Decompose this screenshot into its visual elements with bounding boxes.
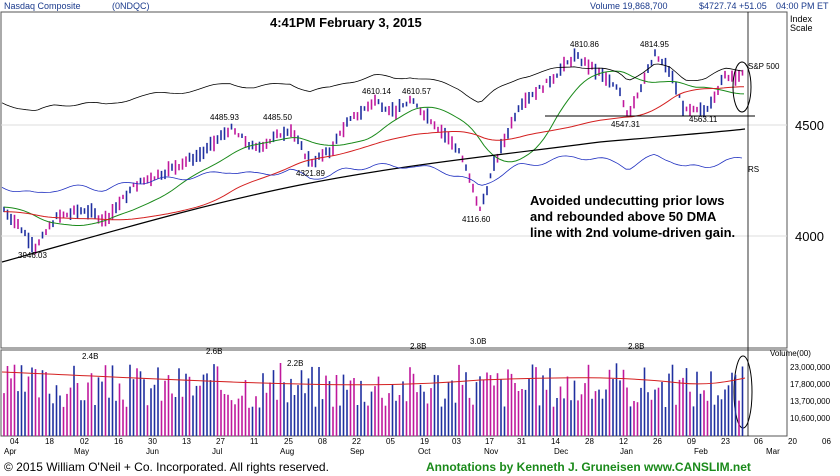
long-ma-line [1, 128, 746, 263]
price-panel [0, 11, 788, 349]
x-tick-label: 08 [318, 437, 327, 446]
volume-annotation: 2.4B [82, 352, 98, 361]
rs-line [1, 153, 743, 193]
timestamp: 4:41PM February 3, 2015 [270, 15, 422, 30]
y-tick-4500: 4500 [795, 118, 824, 133]
x-tick-label: 28 [585, 437, 594, 446]
x-tick-label: 19 [420, 437, 429, 446]
highlight-ellipse-price [732, 61, 752, 113]
annotation-line-3: line with 2nd volume-driven gain. [530, 225, 735, 240]
x-tick-label: 02 [80, 437, 89, 446]
ticker: (0NDQC) [112, 1, 150, 11]
price-annotation: 4485.93 [210, 113, 239, 122]
copyright: © 2015 William O'Neil + Co. Incorporated… [4, 460, 329, 474]
x-tick-label: 13 [182, 437, 191, 446]
price-annotation: 4321.89 [296, 169, 325, 178]
month-label: May [74, 447, 89, 456]
price-annotation: 4485.50 [263, 113, 292, 122]
volume-average-line [1, 371, 746, 386]
month-label: Jul [212, 447, 222, 456]
price-annotation: 4547.31 [611, 120, 640, 129]
volume-annotation: 2.6B [206, 347, 222, 356]
month-label: Oct [418, 447, 431, 456]
month-label: Feb [694, 447, 708, 456]
x-tick-label: 23 [721, 437, 730, 446]
annotator-credit: Annotations by Kenneth J. Gruneisen www.… [426, 460, 751, 474]
header-volume: Volume 19,868,700 [590, 1, 668, 11]
x-tick-label: 14 [551, 437, 560, 446]
volume-tick-1: 23,000,000 [790, 363, 831, 372]
sp500-label: S&P 500 [748, 62, 780, 71]
x-tick-label: 20 [788, 437, 797, 446]
x-tick-label: 12 [619, 437, 628, 446]
price-annotation: 4810.86 [570, 40, 599, 49]
x-tick-label: 17 [485, 437, 494, 446]
volume-axis-label: Volume(00) [770, 349, 811, 358]
x-tick-label: 30 [148, 437, 157, 446]
x-tick-label: 04 [10, 437, 19, 446]
month-label: Mar [766, 447, 780, 456]
annotation-line-2: and rebounded above 50 DMA [530, 209, 717, 224]
month-label: Jun [146, 447, 159, 456]
header-time: 04:00 PM ET [776, 1, 829, 11]
x-tick-label: 09 [687, 437, 696, 446]
volume-annotation: 3.0B [470, 337, 486, 346]
x-tick-label: 22 [352, 437, 361, 446]
volume-annotation: 2.2B [287, 359, 303, 368]
ma50-line [3, 70, 745, 226]
volume-tick-4: 10,600,000 [790, 414, 831, 423]
index-scale-label-1: Index [790, 14, 813, 24]
x-tick-label: 05 [386, 437, 395, 446]
price-annotation: 4116.60 [462, 215, 491, 224]
month-label: Jan [620, 447, 633, 456]
month-label: Aug [280, 447, 294, 456]
price-annotation: 4563.11 [689, 115, 718, 124]
sp500-line [1, 63, 743, 112]
y-tick-4000: 4000 [795, 229, 824, 244]
month-label: Sep [350, 447, 365, 456]
volume-panel [0, 349, 788, 437]
ma200-line [3, 86, 745, 221]
price-annotation: 4814.95 [640, 40, 669, 49]
month-label: Apr [4, 447, 17, 456]
volume-tick-3: 13,700,000 [790, 397, 831, 406]
symbol-name: Nasdaq Composite [4, 1, 81, 11]
rs-label: RS [748, 165, 759, 174]
volume-tick-2: 17,800,000 [790, 380, 831, 389]
footer-bar [0, 457, 840, 476]
x-tick-label: 11 [250, 437, 259, 446]
x-tick-label: 16 [114, 437, 123, 446]
x-tick-label: 26 [653, 437, 662, 446]
x-tick-label: 06 [754, 437, 763, 446]
x-tick-label: 03 [452, 437, 461, 446]
header-price: $4727.74 +51.05 [699, 1, 767, 11]
price-annotation: 4610.57 [402, 87, 431, 96]
chart-marks: 3946.03 4485.93 4485.50 4321.89 4610.14 4610.… [1, 12, 831, 456]
volume-annotation: 2.8B [628, 342, 644, 351]
x-tick-label: 25 [284, 437, 293, 446]
x-tick-label: 18 [45, 437, 54, 446]
month-label: Dec [554, 447, 568, 456]
x-tick-label: 27 [216, 437, 225, 446]
x-tick-label: 06 [822, 437, 831, 446]
price-annotation: 4610.14 [362, 87, 391, 96]
month-label: Nov [484, 447, 498, 456]
x-tick-label: 31 [517, 437, 526, 446]
volume-annotation: 2.8B [410, 342, 426, 351]
annotation-line-1: Avoided undecutting prior lows [530, 193, 725, 208]
price-annotation: 3946.03 [18, 251, 47, 260]
index-scale-label-2: Scale [790, 23, 813, 33]
